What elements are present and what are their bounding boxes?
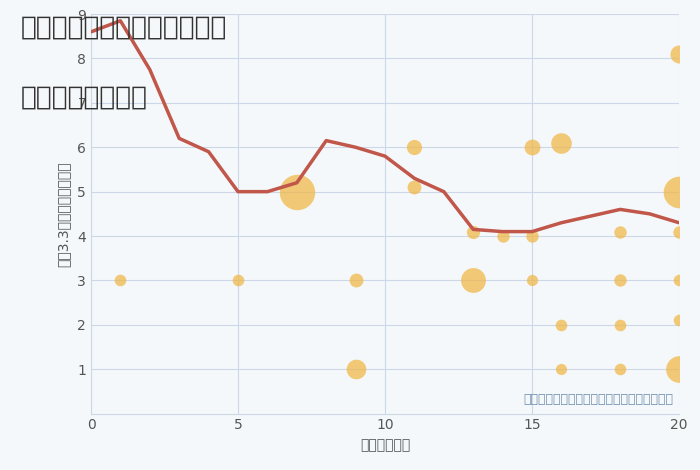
Point [615, 277, 626, 284]
Text: 駅距離別土地価格: 駅距離別土地価格 [21, 85, 148, 110]
Point [115, 277, 126, 284]
Point [526, 277, 538, 284]
Point [526, 143, 538, 151]
Point [409, 143, 420, 151]
Point [556, 139, 567, 147]
Text: 円の大きさは、取引のあった物件面積を示す: 円の大きさは、取引のあった物件面積を示す [523, 392, 673, 406]
Point [291, 188, 302, 196]
Point [615, 366, 626, 373]
Text: 千葉県山武郡横芝光町富下の: 千葉県山武郡横芝光町富下の [21, 14, 228, 40]
Point [409, 183, 420, 191]
Point [673, 317, 685, 324]
Point [350, 277, 361, 284]
Point [468, 228, 479, 235]
Point [497, 232, 508, 240]
Point [526, 232, 538, 240]
Y-axis label: 平（3.3㎡）単価（万円）: 平（3.3㎡）単価（万円） [56, 161, 70, 266]
Point [673, 50, 685, 58]
Point [615, 228, 626, 235]
Point [556, 366, 567, 373]
Point [615, 321, 626, 329]
Point [673, 188, 685, 196]
Point [468, 277, 479, 284]
Point [556, 321, 567, 329]
Point [350, 366, 361, 373]
X-axis label: 駅距離（分）: 駅距離（分） [360, 438, 410, 452]
Point [232, 277, 244, 284]
Point [673, 228, 685, 235]
Point [673, 366, 685, 373]
Point [673, 277, 685, 284]
